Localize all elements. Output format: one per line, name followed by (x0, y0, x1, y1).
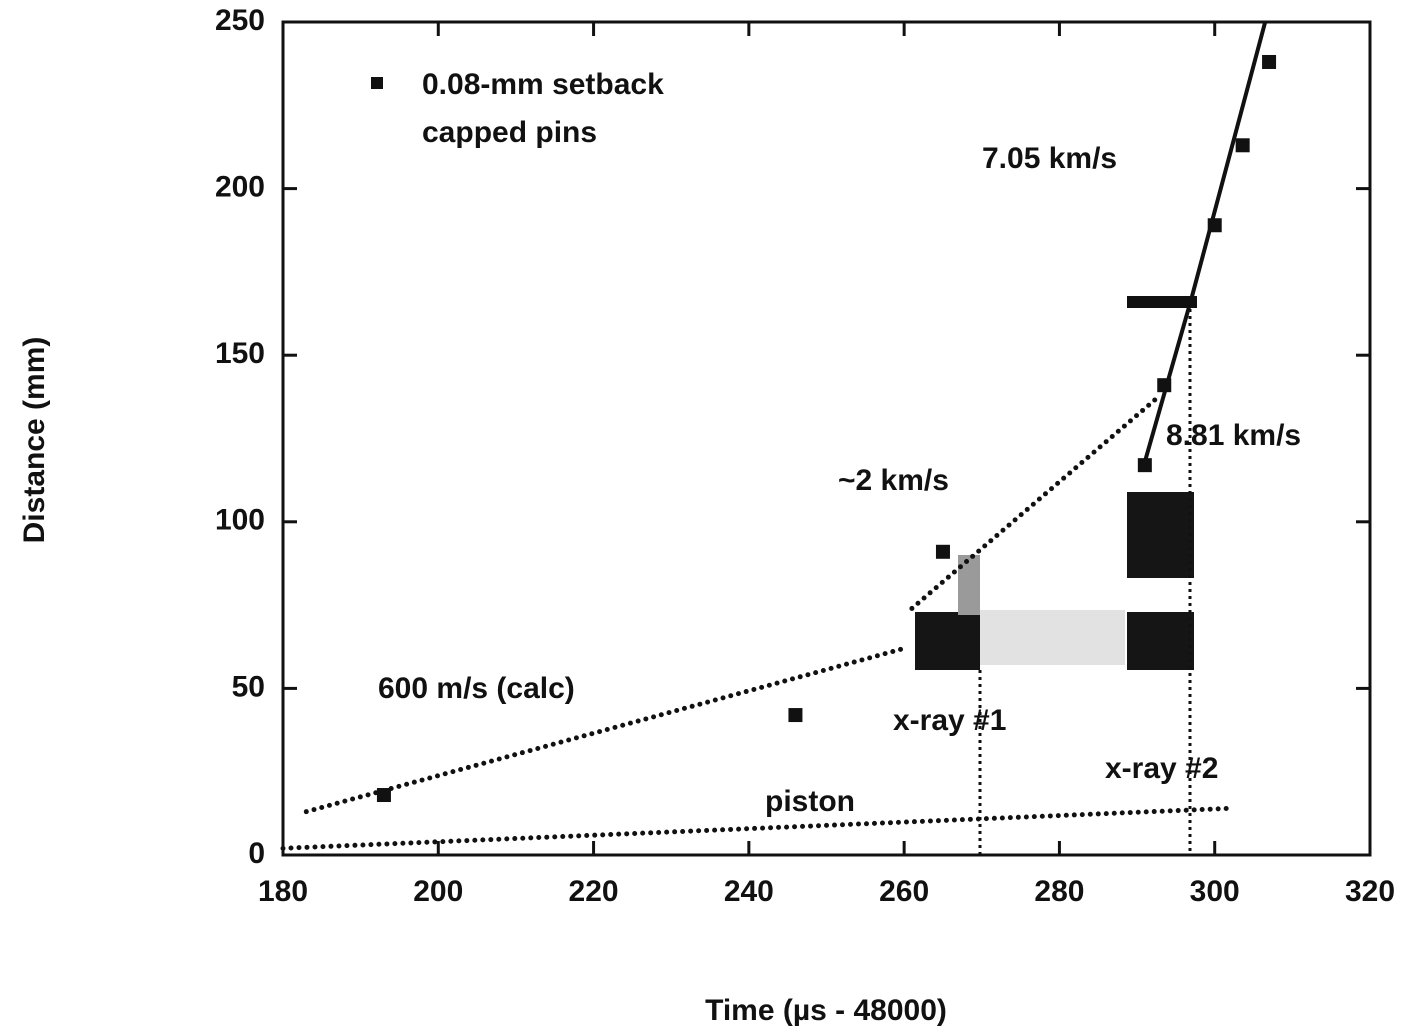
legend-text: 0.08-mm setback (422, 68, 664, 101)
x-axis-label: Time (µs - 48000) (705, 994, 947, 1027)
xray-image (980, 610, 1125, 665)
annotation: 7.05 km/s (982, 142, 1117, 175)
legend-text: capped pins (422, 116, 597, 149)
data-point (376, 788, 391, 803)
x-tick-label: 300 (1190, 875, 1240, 908)
y-tick-label: 250 (215, 4, 265, 37)
x-tick-label: 280 (1034, 875, 1084, 908)
data-point (935, 544, 950, 559)
annotation: ~2 km/s (838, 464, 949, 497)
data-point (1137, 458, 1152, 473)
plot-frame (281, 20, 1372, 857)
x-tick-label: 320 (1345, 875, 1395, 908)
annotation: piston (765, 785, 855, 818)
x-tick-label: 240 (724, 875, 774, 908)
xray-image (958, 555, 980, 615)
x-tick-label: 220 (569, 875, 619, 908)
annotation: 8.81 km/s (1166, 419, 1301, 452)
x-tick-label: 200 (413, 875, 463, 908)
fit-line (909, 392, 1163, 611)
annotation: x-ray #1 (893, 704, 1006, 737)
fit-line (303, 645, 907, 815)
y-tick-label: 150 (215, 337, 265, 370)
y-tick-label: 100 (215, 504, 265, 537)
y-tick-label: 200 (215, 171, 265, 204)
data-point (1262, 54, 1277, 69)
x-tick-label: 180 (258, 875, 308, 908)
y-tick-label: 0 (248, 837, 265, 870)
data-point (1207, 218, 1222, 233)
xray-image (915, 612, 980, 670)
data-point (1157, 378, 1172, 393)
xray-image (1127, 492, 1194, 578)
x-tick-label: 260 (879, 875, 929, 908)
y-tick-label: 50 (232, 670, 265, 703)
legend-marker (371, 77, 383, 89)
annotation: 600 m/s (calc) (378, 672, 575, 705)
data-point (788, 708, 803, 723)
data-point (1235, 138, 1250, 153)
fit-line (280, 805, 1233, 851)
y-axis-label: Distance (mm) (18, 337, 51, 544)
fit-line (1189, 21, 1268, 300)
annotation: x-ray #2 (1105, 752, 1218, 785)
xray-image (1127, 612, 1194, 670)
